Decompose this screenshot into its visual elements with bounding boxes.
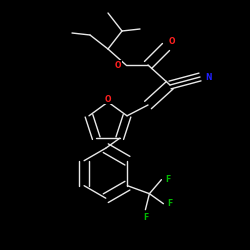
Text: O: O — [169, 36, 175, 46]
Text: F: F — [143, 213, 148, 222]
Text: F: F — [167, 199, 172, 208]
Text: O: O — [105, 94, 111, 104]
Text: N: N — [205, 72, 211, 82]
Text: O: O — [115, 60, 121, 70]
Text: F: F — [165, 175, 170, 184]
